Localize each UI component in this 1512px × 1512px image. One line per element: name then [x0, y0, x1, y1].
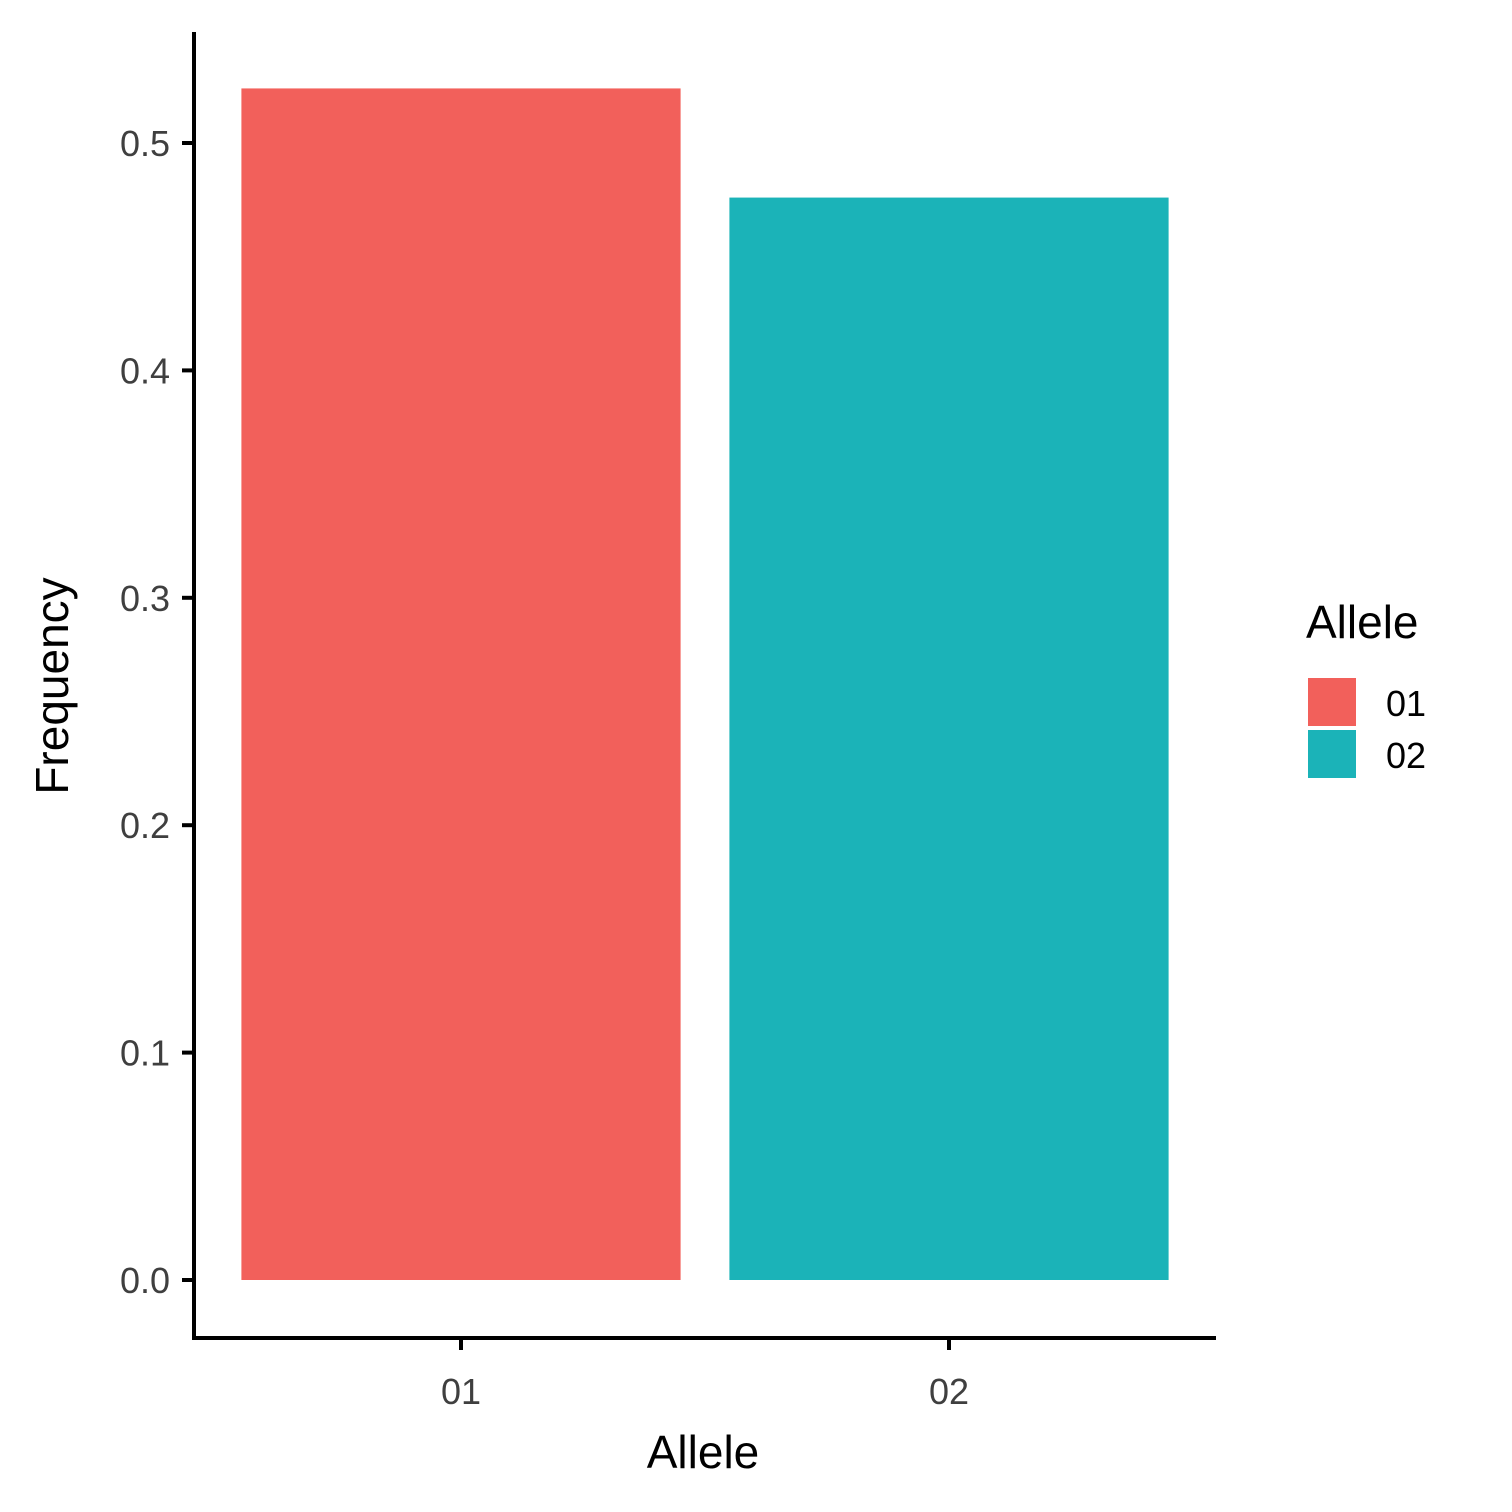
- y-axis-title: Frequency: [26, 577, 78, 794]
- x-axis: 01 02: [192, 1336, 1216, 1412]
- y-tick-label: 0.1: [120, 1033, 170, 1074]
- y-tick-label: 0.0: [120, 1260, 170, 1301]
- legend-title: Allele: [1306, 596, 1419, 648]
- y-axis: 0.0 0.1 0.2 0.3 0.4 0.5: [120, 32, 196, 1338]
- x-tick-label: 01: [441, 1371, 481, 1412]
- bar-02: [729, 197, 1169, 1280]
- y-tick-label: 0.2: [120, 805, 170, 846]
- legend-swatch-02: [1308, 730, 1356, 778]
- bars-layer: [241, 88, 1169, 1281]
- legend-swatch-01: [1308, 678, 1356, 726]
- x-axis-title: Allele: [647, 1426, 760, 1478]
- legend-label-01: 01: [1386, 683, 1426, 724]
- y-tick-label: 0.4: [120, 350, 170, 391]
- legend-label-02: 02: [1386, 735, 1426, 776]
- y-ticks: 0.0 0.1 0.2 0.3 0.4 0.5: [120, 123, 194, 1301]
- y-tick-label: 0.3: [120, 578, 170, 619]
- x-tick-label: 02: [929, 1371, 969, 1412]
- y-tick-label: 0.5: [120, 123, 170, 164]
- bar-01: [241, 88, 681, 1281]
- x-ticks: 01 02: [441, 1338, 969, 1412]
